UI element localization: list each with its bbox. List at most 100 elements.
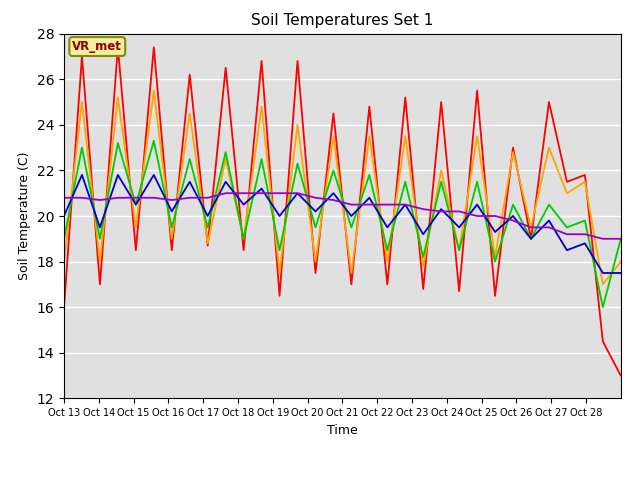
- Tsoil -16cm: [186, 179, 193, 185]
- Line: Tsoil -32cm: Tsoil -32cm: [64, 193, 621, 239]
- Tsoil -4cm: [240, 236, 248, 242]
- Tsoil -8cm: [150, 138, 157, 144]
- Tsoil -4cm: [330, 133, 337, 139]
- Tsoil -16cm: [527, 236, 535, 242]
- Tsoil -32cm: [132, 195, 140, 201]
- Tsoil -16cm: [168, 208, 175, 214]
- Tsoil -4cm: [545, 145, 553, 151]
- Tsoil -32cm: [383, 202, 391, 207]
- Tsoil -2cm: [258, 58, 266, 64]
- Tsoil -16cm: [437, 206, 445, 212]
- Line: Tsoil -4cm: Tsoil -4cm: [64, 91, 621, 284]
- Tsoil -2cm: [365, 104, 373, 109]
- Tsoil -16cm: [60, 213, 68, 219]
- Tsoil -4cm: [348, 270, 355, 276]
- Tsoil -8cm: [617, 236, 625, 242]
- Tsoil -4cm: [132, 225, 140, 230]
- Title: Soil Temperatures Set 1: Soil Temperatures Set 1: [252, 13, 433, 28]
- Line: Tsoil -2cm: Tsoil -2cm: [64, 47, 621, 375]
- Tsoil -4cm: [168, 236, 175, 242]
- Tsoil -16cm: [509, 213, 517, 219]
- Tsoil -16cm: [330, 190, 337, 196]
- Tsoil -8cm: [204, 225, 212, 230]
- Tsoil -8cm: [222, 149, 230, 155]
- Tsoil -8cm: [294, 161, 301, 167]
- Tsoil -8cm: [312, 225, 319, 230]
- Tsoil -4cm: [599, 281, 607, 287]
- Tsoil -32cm: [545, 225, 553, 230]
- Tsoil -16cm: [473, 202, 481, 207]
- Tsoil -16cm: [545, 217, 553, 223]
- Tsoil -32cm: [365, 202, 373, 207]
- Tsoil -8cm: [114, 140, 122, 146]
- Tsoil -4cm: [204, 240, 212, 246]
- Tsoil -32cm: [348, 202, 355, 207]
- Tsoil -2cm: [294, 58, 301, 64]
- Tsoil -4cm: [150, 88, 157, 94]
- Tsoil -8cm: [563, 225, 571, 230]
- Tsoil -32cm: [473, 213, 481, 219]
- Tsoil -4cm: [401, 133, 409, 139]
- Tsoil -32cm: [437, 208, 445, 214]
- Tsoil -32cm: [492, 213, 499, 219]
- Tsoil -2cm: [78, 53, 86, 59]
- Tsoil -4cm: [276, 270, 284, 276]
- Tsoil -2cm: [437, 99, 445, 105]
- Tsoil -8cm: [96, 236, 104, 242]
- Tsoil -16cm: [419, 231, 427, 237]
- Tsoil -2cm: [545, 99, 553, 105]
- Tsoil -8cm: [365, 172, 373, 178]
- Tsoil -16cm: [383, 225, 391, 230]
- Tsoil -2cm: [240, 247, 248, 253]
- Tsoil -32cm: [401, 202, 409, 207]
- Tsoil -8cm: [78, 145, 86, 151]
- Tsoil -16cm: [455, 225, 463, 230]
- Tsoil -2cm: [168, 247, 175, 253]
- Tsoil -4cm: [527, 225, 535, 230]
- Line: Tsoil -16cm: Tsoil -16cm: [64, 175, 621, 273]
- Tsoil -32cm: [527, 225, 535, 230]
- Tsoil -8cm: [401, 179, 409, 185]
- Tsoil -8cm: [509, 202, 517, 207]
- Tsoil -16cm: [276, 213, 284, 219]
- Tsoil -2cm: [383, 281, 391, 287]
- Tsoil -2cm: [455, 288, 463, 294]
- Tsoil -4cm: [419, 263, 427, 269]
- Tsoil -4cm: [581, 179, 589, 185]
- Tsoil -2cm: [60, 304, 68, 310]
- Tsoil -4cm: [383, 259, 391, 264]
- Tsoil -4cm: [617, 259, 625, 264]
- Tsoil -16cm: [294, 190, 301, 196]
- Tsoil -8cm: [473, 179, 481, 185]
- Tsoil -8cm: [455, 247, 463, 253]
- Tsoil -32cm: [186, 195, 193, 201]
- Tsoil -8cm: [258, 156, 266, 162]
- Tsoil -2cm: [330, 110, 337, 116]
- Tsoil -8cm: [348, 225, 355, 230]
- Tsoil -32cm: [168, 197, 175, 203]
- Tsoil -4cm: [60, 259, 68, 264]
- Tsoil -2cm: [581, 172, 589, 178]
- Tsoil -32cm: [617, 236, 625, 242]
- Tsoil -4cm: [312, 259, 319, 264]
- Tsoil -16cm: [240, 202, 248, 207]
- Tsoil -2cm: [617, 372, 625, 378]
- Tsoil -4cm: [78, 99, 86, 105]
- Tsoil -4cm: [437, 168, 445, 173]
- Tsoil -32cm: [330, 197, 337, 203]
- Tsoil -2cm: [132, 247, 140, 253]
- Tsoil -32cm: [150, 195, 157, 201]
- Tsoil -2cm: [419, 286, 427, 292]
- Tsoil -16cm: [581, 240, 589, 246]
- Tsoil -32cm: [240, 190, 248, 196]
- Tsoil -16cm: [204, 213, 212, 219]
- Tsoil -16cm: [617, 270, 625, 276]
- Tsoil -32cm: [204, 195, 212, 201]
- Tsoil -2cm: [492, 293, 499, 299]
- Legend: Tsoil -2cm, Tsoil -4cm, Tsoil -8cm, Tsoil -16cm, Tsoil -32cm: Tsoil -2cm, Tsoil -4cm, Tsoil -8cm, Tsoi…: [93, 476, 592, 480]
- Tsoil -2cm: [473, 88, 481, 94]
- Tsoil -2cm: [222, 65, 230, 71]
- Tsoil -32cm: [419, 206, 427, 212]
- Tsoil -2cm: [114, 44, 122, 50]
- Tsoil -16cm: [258, 186, 266, 192]
